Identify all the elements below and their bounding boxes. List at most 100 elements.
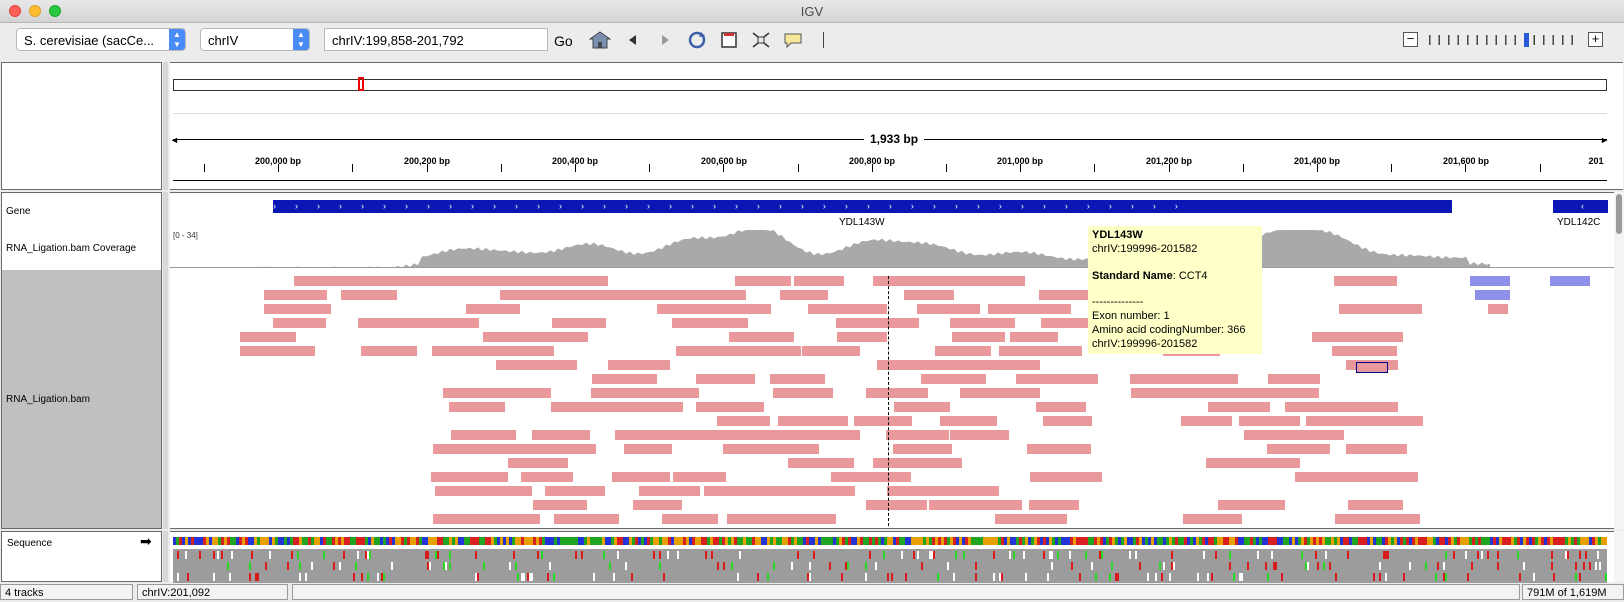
read[interactable] [672, 430, 728, 440]
read[interactable] [530, 332, 588, 342]
read[interactable] [608, 360, 670, 370]
read[interactable] [273, 318, 326, 328]
read[interactable] [952, 332, 1005, 342]
read[interactable] [533, 430, 590, 440]
read[interactable] [971, 276, 1025, 286]
bam-track-label[interactable]: RNA_Ligation.bam [6, 394, 90, 405]
read[interactable] [535, 444, 596, 454]
read[interactable] [1234, 500, 1285, 510]
read[interactable] [500, 290, 551, 300]
read[interactable] [837, 332, 887, 342]
read[interactable] [729, 332, 794, 342]
read[interactable] [723, 444, 781, 454]
read[interactable] [990, 388, 1040, 398]
locus-input[interactable]: chrIV:199,858-201,792 [324, 28, 548, 51]
read[interactable] [1470, 276, 1510, 286]
read[interactable] [493, 276, 543, 286]
read[interactable] [624, 444, 672, 454]
read[interactable] [466, 304, 520, 314]
read[interactable] [1333, 402, 1398, 412]
read[interactable] [361, 346, 417, 356]
divider-handle[interactable] [163, 62, 168, 190]
read[interactable] [494, 346, 554, 356]
data-panel-scrollbar[interactable] [1614, 192, 1624, 529]
read[interactable] [497, 388, 551, 398]
gene-feature-ydl142c[interactable]: ‹ [1553, 200, 1608, 213]
read[interactable] [917, 304, 980, 314]
read[interactable] [785, 514, 836, 524]
read[interactable] [575, 290, 625, 300]
read[interactable] [746, 346, 796, 356]
read[interactable] [615, 430, 679, 440]
read[interactable] [685, 290, 746, 300]
forward-arrow-icon[interactable] [654, 30, 676, 50]
read[interactable] [873, 458, 923, 468]
read[interactable] [1016, 374, 1065, 384]
close-window-button[interactable] [9, 5, 21, 17]
read[interactable] [1163, 388, 1211, 398]
read[interactable] [452, 514, 513, 524]
read[interactable] [1357, 416, 1423, 426]
read[interactable] [294, 276, 354, 286]
read[interactable] [1228, 388, 1289, 398]
read[interactable] [591, 388, 655, 398]
read[interactable] [935, 346, 991, 356]
read[interactable] [432, 346, 490, 356]
read[interactable] [794, 276, 844, 286]
read[interactable] [950, 430, 1009, 440]
read[interactable] [727, 514, 790, 524]
read[interactable] [1029, 500, 1079, 510]
read[interactable] [1356, 514, 1420, 524]
read[interactable] [1299, 472, 1361, 482]
read[interactable] [376, 276, 441, 286]
read[interactable] [1043, 416, 1092, 426]
read[interactable] [1335, 514, 1383, 524]
read[interactable] [999, 346, 1060, 356]
read[interactable] [1244, 430, 1306, 440]
read[interactable] [873, 276, 924, 286]
read[interactable] [904, 290, 954, 300]
home-icon[interactable] [588, 30, 612, 50]
read[interactable] [1281, 430, 1344, 440]
read[interactable] [1268, 374, 1320, 384]
read[interactable] [1344, 332, 1403, 342]
gene-feature-ydl143w[interactable]: ››››››››››››››››››››››››››››››››››››››››… [273, 200, 1452, 213]
read[interactable] [735, 276, 791, 286]
read[interactable] [956, 360, 1019, 370]
read[interactable] [1264, 388, 1319, 398]
read[interactable] [1334, 276, 1397, 286]
read[interactable] [704, 486, 762, 496]
read[interactable] [244, 332, 294, 342]
read[interactable] [780, 290, 828, 300]
read[interactable] [1550, 276, 1590, 286]
read[interactable] [1234, 458, 1293, 468]
read[interactable] [1285, 402, 1348, 412]
read[interactable] [802, 346, 860, 356]
read[interactable] [788, 458, 854, 468]
read[interactable] [592, 374, 657, 384]
gene-track-label[interactable]: Gene [6, 206, 31, 217]
read[interactable] [657, 304, 723, 314]
read[interactable] [633, 500, 682, 510]
minimize-window-button[interactable] [29, 5, 41, 17]
scrollbar-thumb[interactable] [1616, 194, 1622, 234]
coverage-track-label[interactable]: RNA_Ligation.bam Coverage [6, 243, 137, 254]
read[interactable] [1239, 416, 1300, 426]
read[interactable] [721, 430, 780, 440]
read[interactable] [831, 472, 884, 482]
read[interactable] [1027, 444, 1091, 454]
read[interactable] [898, 458, 962, 468]
read[interactable] [773, 388, 833, 398]
read[interactable] [1346, 444, 1407, 454]
back-arrow-icon[interactable] [622, 30, 644, 50]
read[interactable] [1002, 514, 1067, 524]
read[interactable] [641, 388, 699, 398]
read[interactable] [451, 472, 508, 482]
chromosome-select[interactable]: chrIV ▲ ▼ [200, 28, 310, 51]
read[interactable] [696, 374, 755, 384]
read[interactable] [639, 486, 700, 496]
read[interactable] [545, 276, 608, 286]
read[interactable] [533, 500, 587, 510]
zoom-in-icon[interactable]: + [1588, 32, 1603, 47]
read[interactable] [1475, 290, 1510, 300]
